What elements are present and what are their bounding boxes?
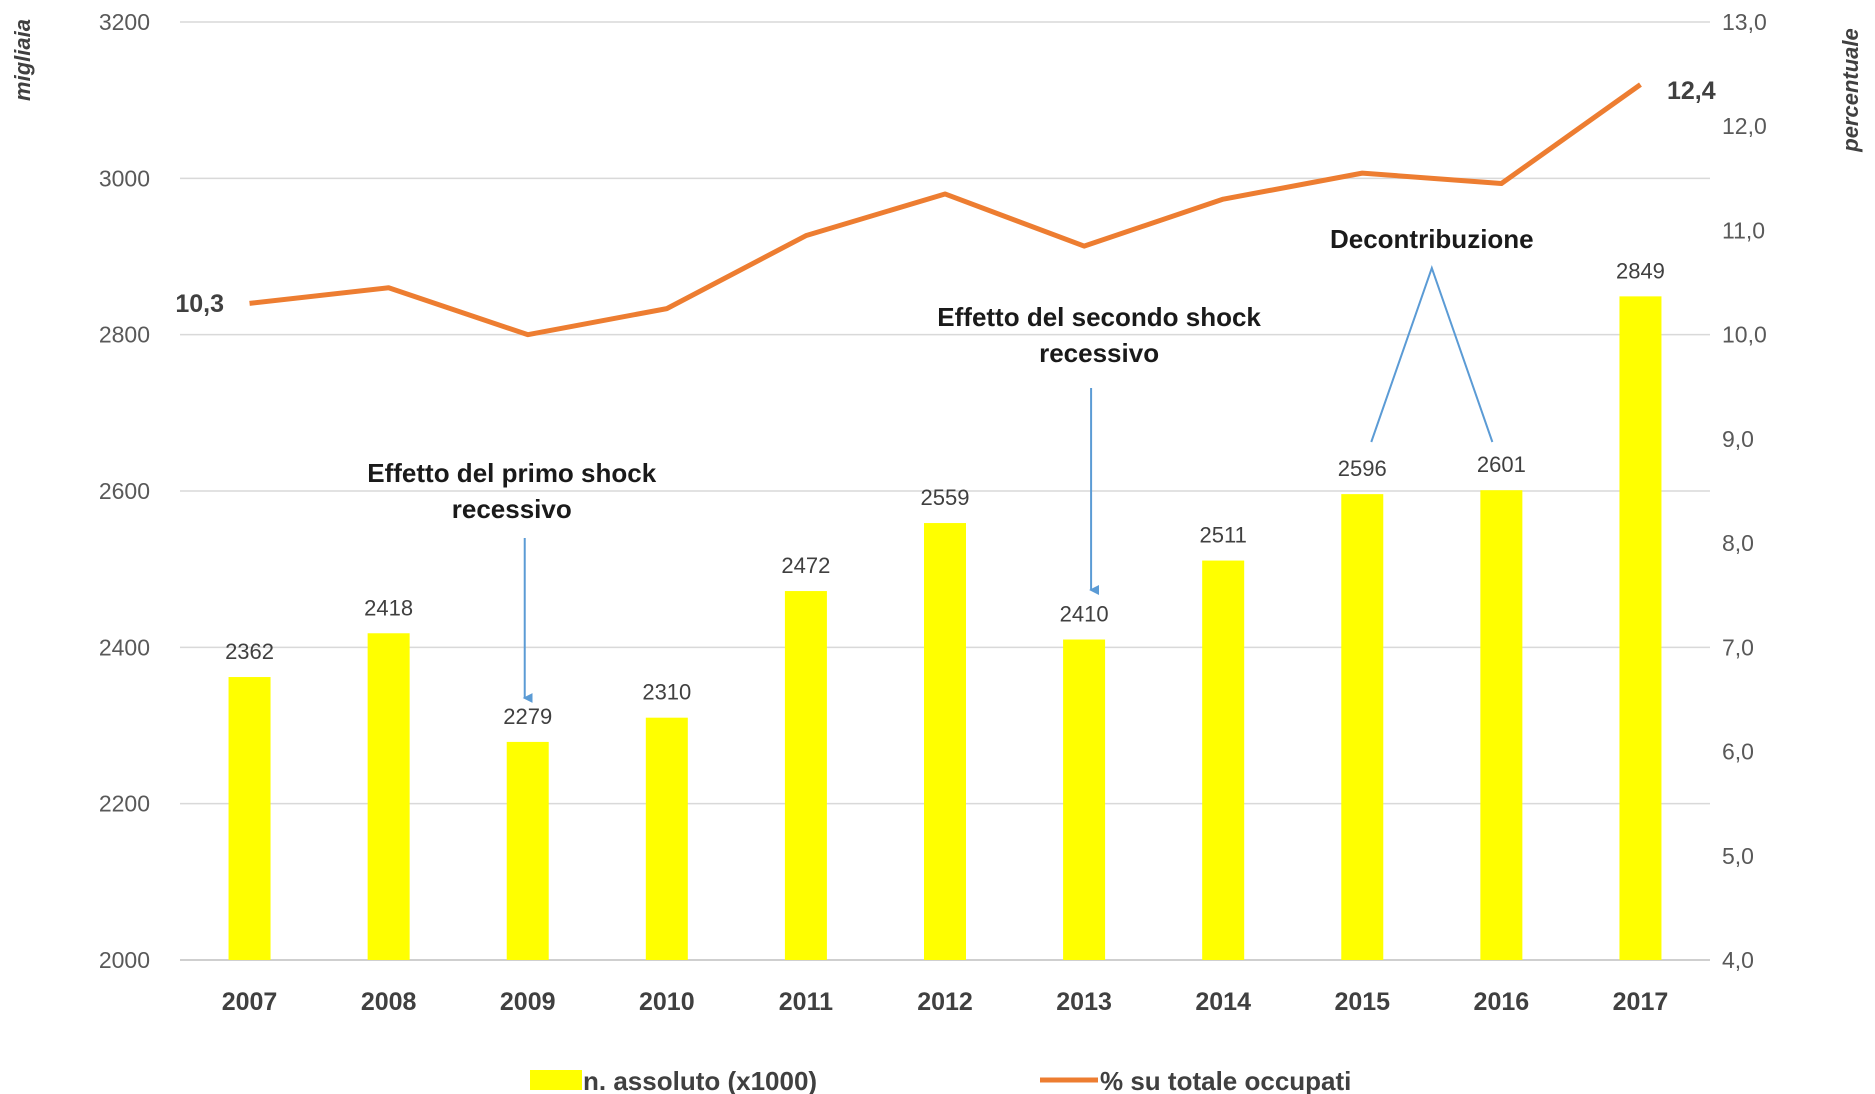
y-left-tick-label: 2200 (99, 791, 150, 817)
x-tick-label: 2013 (1056, 988, 1112, 1016)
left-axis-ticks: 2000 2200 2400 2600 2800 3000 3200 (99, 9, 150, 973)
x-tick-label: 2007 (222, 988, 278, 1016)
annotation-second-shock: Effetto del secondo shock (937, 302, 1261, 332)
y-left-tick-label: 3200 (99, 9, 150, 35)
y-right-tick-label: 6,0 (1722, 739, 1754, 765)
x-tick-label: 2014 (1195, 988, 1251, 1016)
x-axis-ticks: 2007 2008 2009 2010 2011 2012 2013 2014 2015 2016… (222, 988, 1669, 1016)
x-tick-label: 2009 (500, 988, 556, 1016)
y-left-tick-label: 2400 (99, 634, 150, 660)
bar-labels: 2362 2418 2279 2310 2472 2559 2410 2511 2596 2601… (225, 258, 1665, 729)
x-tick-label: 2015 (1334, 988, 1390, 1016)
annotation-first-shock: recessivo (452, 494, 572, 524)
y-left-tick-label: 2800 (99, 322, 150, 348)
bar-value-label: 2418 (364, 595, 413, 620)
bar-2017 (1619, 296, 1662, 960)
bar-2009 (506, 741, 549, 960)
bar-value-label: 2511 (1200, 523, 1247, 548)
y-left-tick-label: 2000 (99, 947, 150, 973)
y-right-tick-label: 5,0 (1722, 843, 1754, 869)
y-right-tick-label: 4,0 (1722, 947, 1754, 973)
y-right-tick-label: 13,0 (1722, 9, 1767, 35)
annotations: Effetto del primo shock recessivo Effetto … (367, 224, 1534, 703)
line-first-value-label: 10,3 (175, 290, 224, 318)
annotation-second-shock: recessivo (1039, 338, 1159, 368)
bar-value-label: 2410 (1060, 602, 1109, 627)
y-right-tick-label: 9,0 (1722, 426, 1754, 452)
x-tick-label: 2017 (1613, 988, 1669, 1016)
bar-value-label: 2279 (503, 704, 552, 729)
bar-2010 (645, 717, 688, 960)
right-axis-ticks: 4,0 5,0 6,0 7,0 8,0 9,0 10,0 11,0 12,0 13,0 (1722, 9, 1767, 973)
bar-2013 (1063, 639, 1106, 960)
x-tick-label: 2008 (361, 988, 417, 1016)
line-percent-occupati (249, 82, 1642, 338)
legend-line-label: % su totale occupati (1100, 1066, 1351, 1094)
y-right-tick-label: 10,0 (1722, 322, 1767, 348)
pointer-decontribuzione (1370, 264, 1494, 443)
x-tick-label: 2012 (917, 988, 973, 1016)
annotation-decontribuzione: Decontribuzione (1330, 224, 1534, 254)
bar-value-label: 2596 (1338, 456, 1387, 481)
bar-2015 (1341, 494, 1384, 960)
bar-value-label: 2601 (1477, 452, 1526, 477)
bar-value-label: 2472 (781, 553, 830, 578)
bar-value-label: 2362 (225, 639, 274, 664)
x-tick-label: 2010 (639, 988, 695, 1016)
bar-value-label: 2849 (1616, 258, 1665, 283)
y-right-tick-label: 7,0 (1722, 634, 1754, 660)
bar-2012 (924, 523, 966, 960)
annotation-first-shock: Effetto del primo shock (367, 458, 656, 488)
bar-2007 (228, 677, 271, 960)
bars (228, 296, 1662, 960)
line-last-value-label: 12,4 (1667, 77, 1716, 105)
bar-2016 (1480, 490, 1523, 960)
line-series (249, 82, 1642, 338)
x-tick-label: 2011 (779, 988, 833, 1016)
y-right-tick-label: 8,0 (1722, 530, 1754, 556)
y-left-tick-label: 2600 (99, 478, 150, 504)
x-tick-label: 2016 (1474, 988, 1530, 1016)
bar-2014 (1202, 560, 1245, 960)
legend-bar-swatch (530, 1070, 582, 1090)
y-right-tick-label: 11,0 (1722, 217, 1765, 243)
bar-value-label: 2559 (921, 485, 970, 510)
y-axis-left-title: migliaia (10, 19, 35, 101)
y-axis-right-title: percentuale (1838, 28, 1863, 153)
y-left-tick-label: 3000 (99, 165, 150, 191)
bar-value-label: 2310 (642, 680, 691, 705)
legend: n. assoluto (x1000) % su totale occupati (530, 1066, 1351, 1094)
bar-2011 (784, 591, 827, 960)
bar-2008 (367, 633, 410, 960)
y-right-tick-label: 12,0 (1722, 113, 1767, 139)
legend-bar-label: n. assoluto (x1000) (583, 1066, 817, 1094)
